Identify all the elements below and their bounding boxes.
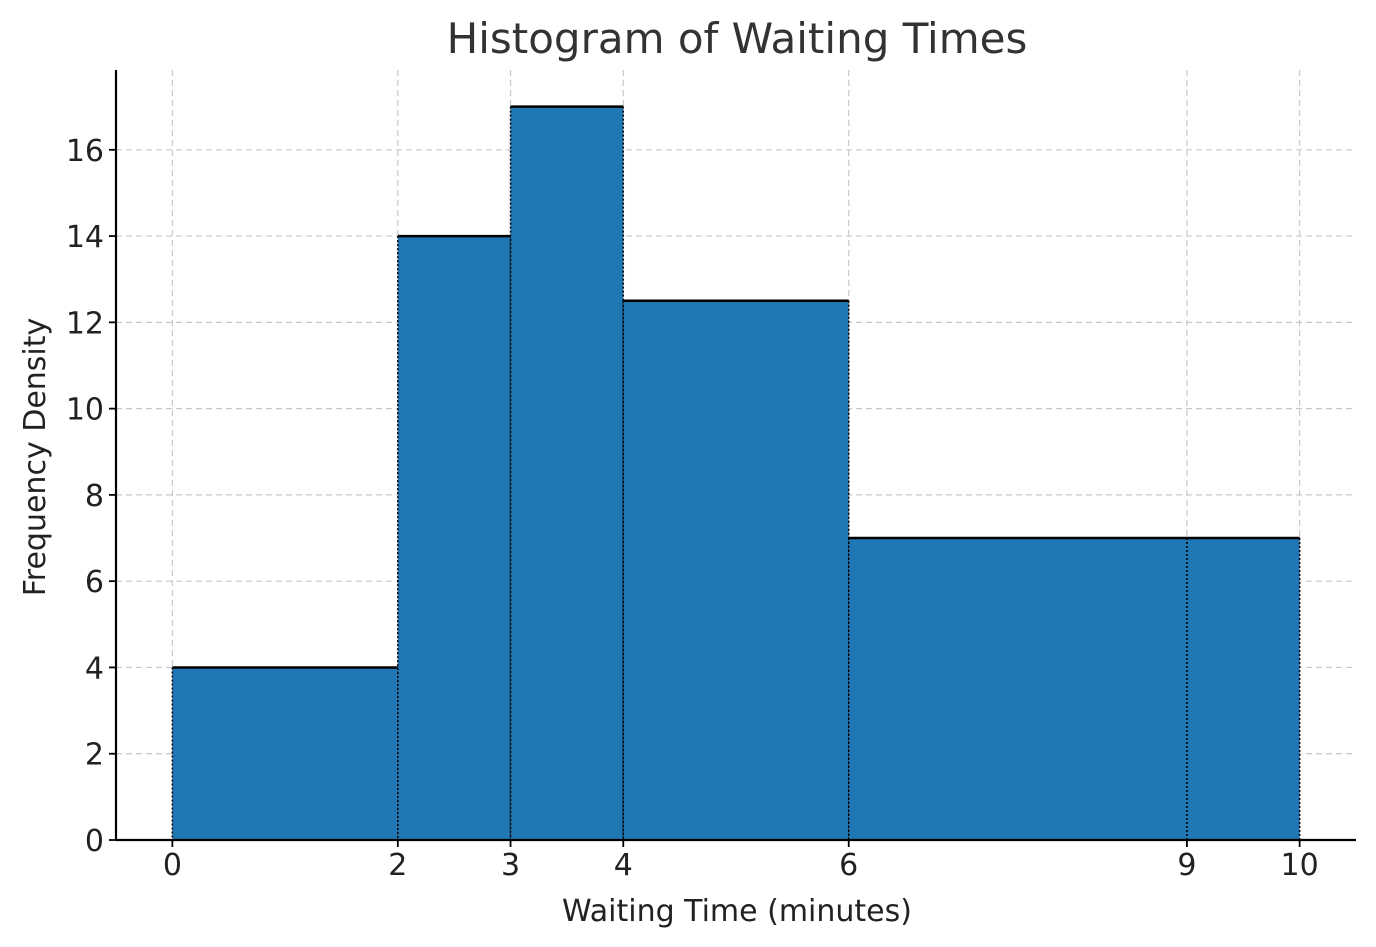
y-tick-label: 8 — [85, 479, 104, 514]
bar-layer — [171, 105, 1301, 840]
axis-layer — [114, 70, 1356, 842]
histogram-bar — [848, 538, 1187, 840]
x-tick-label: 3 — [501, 848, 520, 883]
tick-layer: 0 2 3 4 6 9 10 0 2 4 6 8 10 12 14 16 — [66, 134, 1319, 883]
x-tick-label: 0 — [163, 848, 182, 883]
x-tick-label: 10 — [1281, 848, 1319, 883]
y-axis-label: Frequency Density — [18, 318, 53, 597]
y-tick-label: 10 — [66, 393, 104, 428]
histogram-bar — [623, 300, 849, 840]
histogram-bar — [510, 106, 624, 840]
y-tick-label: 0 — [85, 824, 104, 859]
x-tick-label: 6 — [839, 848, 858, 883]
histogram-bar — [397, 236, 511, 840]
y-tick-label: 4 — [85, 651, 104, 686]
y-tick-label: 14 — [66, 220, 104, 255]
x-axis-label: Waiting Time (minutes) — [562, 894, 912, 929]
x-tick-label: 9 — [1177, 848, 1196, 883]
x-tick-label: 4 — [614, 848, 633, 883]
histogram-bar — [172, 667, 398, 840]
y-tick-label: 2 — [85, 738, 104, 773]
y-tick-label: 6 — [85, 565, 104, 600]
chart-title: Histogram of Waiting Times — [447, 14, 1028, 63]
x-tick-label: 2 — [388, 848, 407, 883]
histogram-bar — [1186, 538, 1300, 840]
y-tick-label: 16 — [66, 134, 104, 169]
y-tick-label: 12 — [66, 306, 104, 341]
